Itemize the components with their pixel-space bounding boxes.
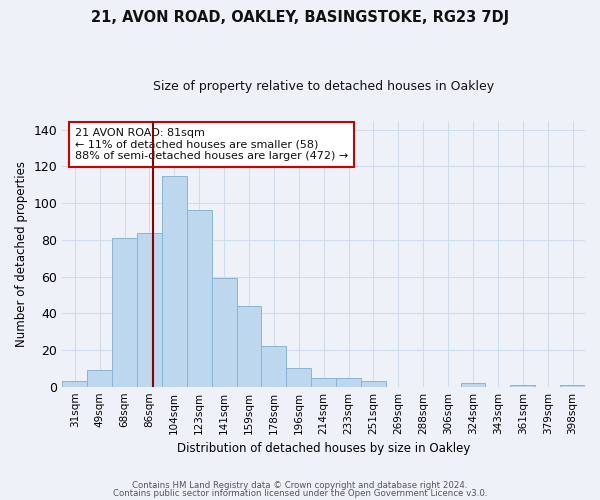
Bar — [137, 232, 162, 386]
Bar — [162, 176, 187, 386]
Bar — [187, 210, 212, 386]
Text: 21 AVON ROAD: 81sqm
← 11% of detached houses are smaller (58)
88% of semi-detach: 21 AVON ROAD: 81sqm ← 11% of detached ho… — [75, 128, 348, 161]
X-axis label: Distribution of detached houses by size in Oakley: Distribution of detached houses by size … — [177, 442, 470, 455]
Bar — [262, 346, 286, 387]
Bar — [311, 378, 336, 386]
Bar — [511, 385, 535, 386]
Bar — [112, 238, 137, 386]
Bar — [212, 278, 236, 386]
Text: 21, AVON ROAD, OAKLEY, BASINGSTOKE, RG23 7DJ: 21, AVON ROAD, OAKLEY, BASINGSTOKE, RG23… — [91, 10, 509, 25]
Y-axis label: Number of detached properties: Number of detached properties — [15, 160, 28, 346]
Bar — [361, 381, 386, 386]
Bar — [62, 381, 87, 386]
Text: Contains public sector information licensed under the Open Government Licence v3: Contains public sector information licen… — [113, 488, 487, 498]
Bar — [560, 385, 585, 386]
Text: Contains HM Land Registry data © Crown copyright and database right 2024.: Contains HM Land Registry data © Crown c… — [132, 481, 468, 490]
Bar — [461, 383, 485, 386]
Bar — [87, 370, 112, 386]
Bar — [336, 378, 361, 386]
Bar — [236, 306, 262, 386]
Title: Size of property relative to detached houses in Oakley: Size of property relative to detached ho… — [153, 80, 494, 93]
Bar — [286, 368, 311, 386]
